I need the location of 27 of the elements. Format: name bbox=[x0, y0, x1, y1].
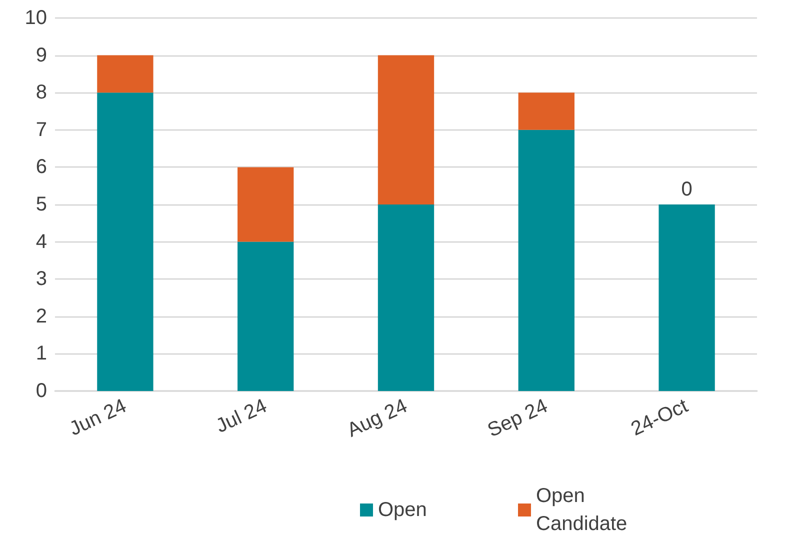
bar bbox=[378, 55, 434, 204]
y-tick-label: 7 bbox=[36, 118, 47, 141]
x-tick-label: Jun 24 bbox=[66, 395, 130, 440]
y-tick-label: 10 bbox=[24, 7, 47, 29]
y-tick-label: 5 bbox=[36, 194, 47, 216]
y-tick-label: 4 bbox=[36, 230, 47, 253]
y-tick-label: 0 bbox=[36, 380, 47, 402]
bar bbox=[518, 92, 574, 130]
bar bbox=[378, 204, 434, 391]
bar bbox=[658, 204, 715, 391]
legend-label: Open Candidate bbox=[536, 485, 628, 535]
bar bbox=[97, 55, 154, 93]
y-tick-label: 1 bbox=[36, 342, 47, 365]
y-tick-label: 3 bbox=[36, 268, 47, 290]
bar bbox=[97, 92, 154, 391]
y-tick-label: 8 bbox=[36, 82, 47, 104]
bar bbox=[238, 167, 294, 242]
bar bbox=[518, 130, 574, 391]
y-tick-label: 6 bbox=[36, 156, 47, 178]
x-tick-label: Jul 24 bbox=[212, 395, 270, 438]
bar bbox=[238, 242, 294, 391]
y-tick-label: 2 bbox=[36, 305, 47, 328]
x-tick-label: Sep 24 bbox=[484, 395, 552, 442]
legend-label: Open bbox=[378, 499, 427, 521]
data-label: 0 bbox=[681, 178, 692, 200]
y-tick-label: 9 bbox=[36, 44, 47, 66]
x-tick-label: Aug 24 bbox=[344, 395, 411, 442]
